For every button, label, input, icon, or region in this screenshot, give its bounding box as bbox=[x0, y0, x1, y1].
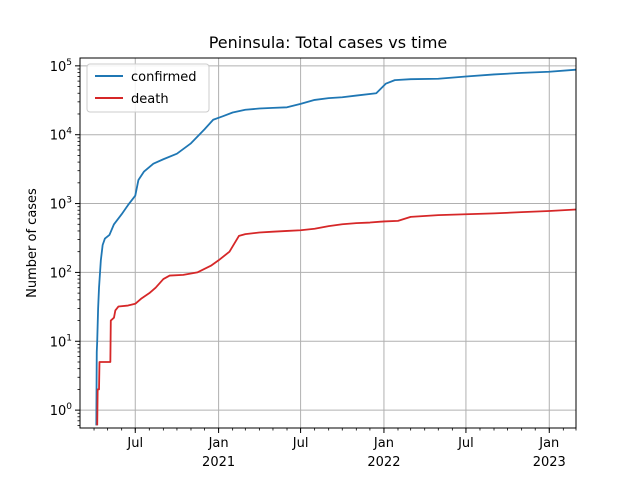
x-tick-year-label: 2021 bbox=[202, 455, 235, 470]
y-tick-label: 104 bbox=[50, 127, 73, 144]
legend-label-death: death bbox=[131, 92, 169, 107]
legend: confirmed death bbox=[86, 63, 210, 113]
x-tick-label: Jul bbox=[292, 436, 309, 451]
x-tick-label: Jul bbox=[457, 436, 474, 451]
chart-title: Peninsula: Total cases vs time bbox=[209, 33, 448, 52]
x-tick-label: Jan bbox=[538, 436, 559, 451]
y-tick-label: 101 bbox=[50, 333, 72, 350]
x-tick-year-label: 2023 bbox=[533, 455, 566, 470]
grid-lines bbox=[80, 58, 576, 428]
series-line-death bbox=[96, 208, 576, 426]
y-tick-label: 100 bbox=[50, 402, 73, 419]
x-tick-label: Jan bbox=[373, 436, 394, 451]
data-series bbox=[95, 68, 576, 426]
axes bbox=[75, 57, 577, 433]
legend-label-confirmed: confirmed bbox=[131, 70, 197, 85]
tick-labels: Jul Jan 2021 Jul Jan 2022 Jul Jan 2023 100 101 102 1… bbox=[50, 58, 566, 470]
plot-area bbox=[80, 58, 576, 428]
axes-frame bbox=[79, 57, 577, 429]
y-tick-label: 103 bbox=[50, 196, 72, 213]
y-tick-label: 102 bbox=[50, 264, 72, 281]
x-tick-year-label: 2022 bbox=[367, 455, 400, 470]
x-tick-label: Jul bbox=[126, 436, 143, 451]
y-axis-label: Number of cases bbox=[25, 188, 40, 298]
series-line-confirmed bbox=[95, 68, 576, 426]
x-tick-label: Jan bbox=[208, 436, 229, 451]
y-tick-label: 105 bbox=[50, 58, 72, 75]
